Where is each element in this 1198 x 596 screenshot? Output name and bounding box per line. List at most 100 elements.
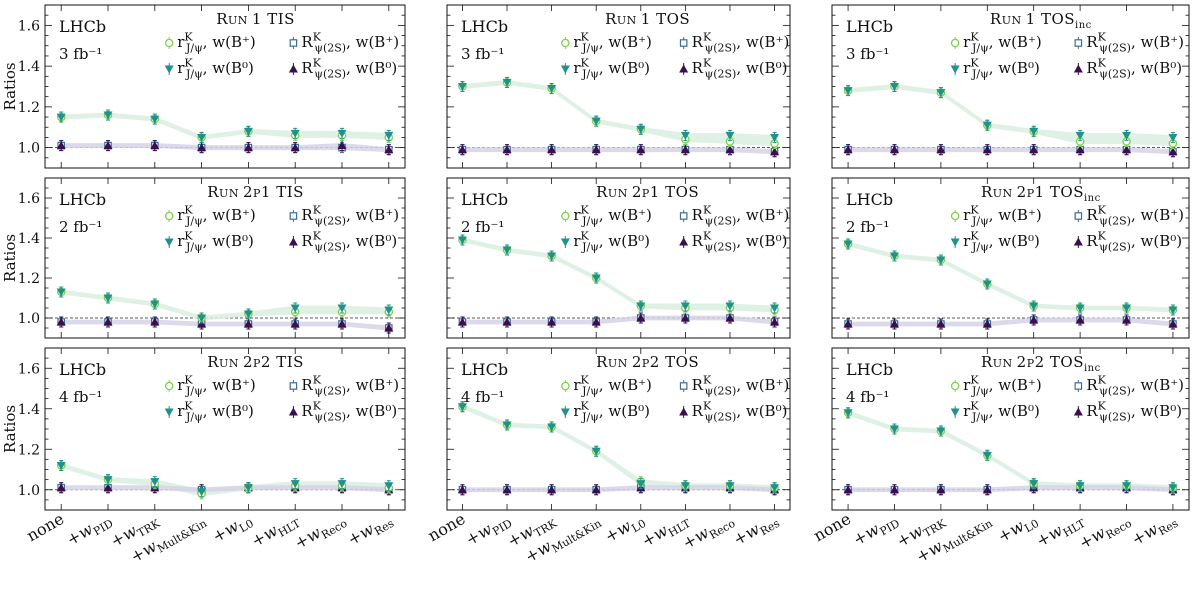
point-rJpsi_B0 <box>889 83 899 91</box>
band-rjpsi <box>462 79 775 146</box>
legend-marker-Rpsi2S_Bp <box>1074 37 1083 49</box>
legend-marker-Rpsi2S_B0 <box>679 406 689 418</box>
x-tick-text: +wPID <box>462 509 514 552</box>
x-tick-label: +wPID <box>63 509 115 552</box>
legend-marker-rJpsi_Bp <box>950 210 960 222</box>
legend-marker-rJpsi_B0 <box>560 236 570 248</box>
legend-marker-rJpsi_Bp <box>164 210 174 222</box>
point-rJpsi_B0 <box>936 427 946 436</box>
band-rpsi2s <box>462 485 775 493</box>
legend-symbol <box>289 212 298 220</box>
experiment-label: LHCb <box>461 360 508 379</box>
x-tick-text: +wHLT <box>248 509 303 554</box>
x-tick-text: +wPID <box>63 509 115 552</box>
legend-symbol <box>679 407 689 416</box>
legend-marker-rJpsi_Bp <box>561 37 570 49</box>
legend-marker-Rpsi2S_Bp <box>1074 210 1083 222</box>
x-tick-label: +wMult&Kin <box>127 517 209 567</box>
point-rJpsi_B0 <box>457 83 467 91</box>
y-tick-label: 1.6 <box>18 18 40 34</box>
point-rJpsi_B0 <box>197 314 207 323</box>
x-tick-text: +wPID <box>850 509 902 552</box>
legend-marker-Rpsi2S_Bp <box>679 380 688 392</box>
legend-symbol <box>560 65 570 74</box>
experiment-label: LHCb <box>461 17 508 36</box>
point-Rpsi2S_B0 <box>1122 315 1132 324</box>
point-Rpsi2S_B0 <box>591 317 601 326</box>
point-Rpsi2S_B0 <box>547 145 557 154</box>
point-rJpsi_B0 <box>889 252 899 261</box>
point-rJpsi_B0 <box>457 236 467 245</box>
x-tick-text: +wRes <box>1128 509 1180 552</box>
band-rjpsi <box>462 404 775 491</box>
panel-title: RUN 1 TIS <box>216 10 295 28</box>
point-Rpsi2S_B0 <box>1168 319 1178 328</box>
legend-label-Rpsi2S_Bp: RKψ(2S)​, w(B⁺) <box>692 204 790 228</box>
x-tick-text: none <box>23 509 67 545</box>
legend-symbol <box>561 38 570 48</box>
point-rJpsi_B0 <box>243 127 253 136</box>
point-rJpsi_B0 <box>1168 306 1178 315</box>
point-rJpsi_B0 <box>337 129 347 138</box>
point-Rpsi2S_B0 <box>103 317 113 326</box>
point-Rpsi2S_B0 <box>725 313 735 322</box>
point-rJpsi_B0 <box>1029 302 1039 311</box>
legend-marker-Rpsi2S_B0 <box>679 236 689 248</box>
panel-run-1-tis: 1.0 1.2 1.4 1.6 Ratios LHCb 3 fb⁻¹ RUN 1 TIS rK J… <box>1 4 406 169</box>
point-Rpsi2S_B0 <box>1029 315 1039 324</box>
legend-label-Rpsi2S_Bp: RKψ(2S)​, w(B⁺) <box>301 204 399 228</box>
point-rJpsi_B0 <box>1029 127 1039 136</box>
legend-label-Rpsi2S_Bp: RKψ(2S)​, w(B⁺) <box>1086 31 1184 55</box>
legend-symbol <box>164 408 174 417</box>
lumi-label: 2 fb⁻¹ <box>59 218 102 236</box>
band-rpsi2s <box>848 485 1173 493</box>
legend-marker-Rpsi2S_B0 <box>288 406 298 418</box>
panel-run-2p2-tis: 1.01.21.41.6Ratiosnone+wPID+wTRK+wMult&K… <box>1 347 406 567</box>
point-rJpsi_B0 <box>56 461 66 470</box>
legend-symbol <box>164 38 174 48</box>
y-axis-label: Ratios <box>1 405 19 453</box>
x-tick-label: +wRes <box>1128 509 1180 552</box>
x-tick-text: none <box>425 509 469 545</box>
point-rJpsi_B0 <box>197 133 207 142</box>
y-tick-label: 1.2 <box>18 100 40 116</box>
legend-symbol <box>1073 407 1083 416</box>
point-Rpsi2S_B0 <box>1168 147 1178 156</box>
point-Rpsi2S_B0 <box>889 319 899 328</box>
legend-marker-Rpsi2S_Bp <box>679 210 688 222</box>
point-Rpsi2S_B0 <box>384 145 394 154</box>
lumi-label: 3 fb⁻¹ <box>59 45 102 63</box>
legend-symbol <box>950 238 960 247</box>
legend-symbol <box>164 65 174 74</box>
point-Rpsi2S_B0 <box>770 147 780 156</box>
x-tick-label: none <box>810 509 854 545</box>
panel-title: RUN 2P1 TIS <box>207 183 304 201</box>
legend-symbol <box>1074 212 1083 220</box>
legend-marker-Rpsi2S_Bp <box>289 37 298 49</box>
point-Rpsi2S_B0 <box>1075 145 1085 154</box>
y-tick-label: 1.6 <box>18 361 40 377</box>
band-rpsi2s <box>848 147 1173 155</box>
legend-marker-rJpsi_B0 <box>560 63 570 75</box>
point-Rpsi2S_B0 <box>337 141 347 150</box>
point-rJpsi_B0 <box>56 113 66 122</box>
point-rJpsi_B0 <box>56 288 66 297</box>
x-tick-text: +wReco <box>1076 509 1135 556</box>
point-rJpsi_B0 <box>197 488 207 497</box>
band-rpsi2s <box>462 315 775 325</box>
band-rjpsi <box>61 289 389 321</box>
point-Rpsi2S_B0 <box>56 483 66 492</box>
point-Rpsi2S_B0 <box>502 317 512 326</box>
point-rJpsi_B0 <box>680 482 690 491</box>
legend-label-Rpsi2S_B0: RKψ(2S)​, w(B⁰) <box>301 57 397 81</box>
x-tick-text: +wRes <box>730 509 782 552</box>
panel-title: RUN 1 TOS <box>605 10 690 28</box>
point-rJpsi_B0 <box>457 403 467 412</box>
point-rJpsi_B0 <box>843 409 853 418</box>
legend-label-Rpsi2S_Bp: RKψ(2S)​, w(B⁺) <box>1086 204 1184 228</box>
point-rJpsi_B0 <box>337 304 347 313</box>
legend-symbol <box>950 65 960 74</box>
legend-marker-Rpsi2S_B0 <box>1073 236 1083 248</box>
lumi-label: 3 fb⁻¹ <box>846 45 889 63</box>
